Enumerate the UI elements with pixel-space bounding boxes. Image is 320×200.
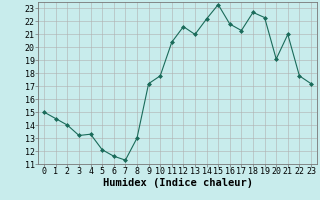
X-axis label: Humidex (Indice chaleur): Humidex (Indice chaleur) [103,178,252,188]
